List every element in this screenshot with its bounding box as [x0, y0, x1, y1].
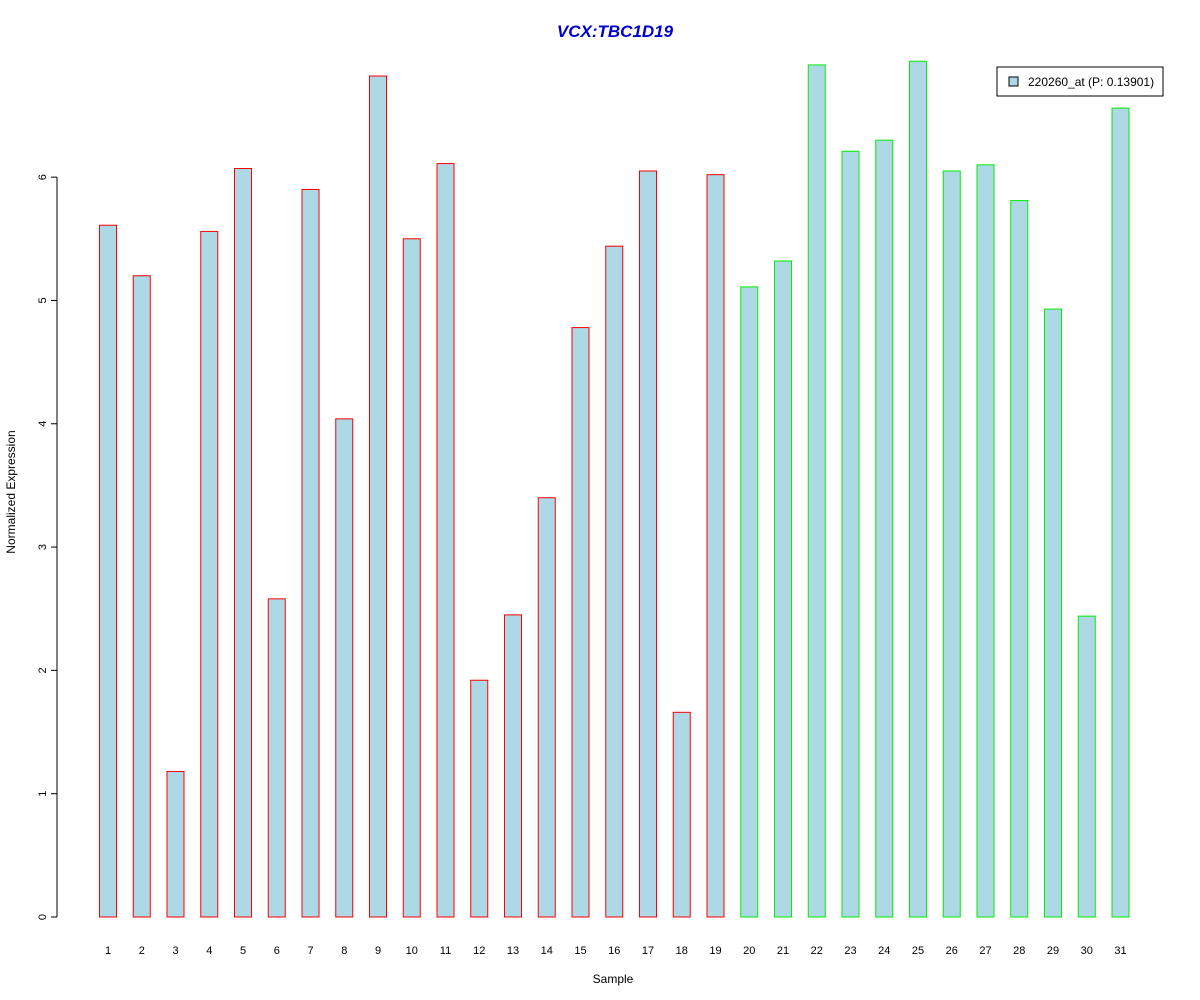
- bar-sample-7: [301, 188, 320, 918]
- x-axis-tick-labels: 1 2 3 4 5 6 7 8 9 10 11 12 13 14 15 16 17 18 19 20 21 22 23 24 2…: [105, 945, 1127, 957]
- legend: 220260_at (P: 0.13901): [996, 66, 1164, 97]
- bar-sample-10: [402, 238, 421, 918]
- x-axis-tick-label: 26: [946, 945, 958, 957]
- x-axis-tick-label: 23: [844, 945, 856, 957]
- y-axis-tick-label: 5: [37, 297, 49, 303]
- bar-sample-21: [774, 260, 792, 918]
- x-axis-tick-label: 16: [608, 945, 620, 957]
- bar-sample-9: [369, 75, 387, 918]
- bar-sample-17: [639, 170, 657, 918]
- bar-sample-23: [841, 150, 860, 918]
- x-axis-tick-label: 12: [473, 945, 485, 957]
- x-axis-tick-label: 6: [274, 945, 280, 957]
- bar-sample-25: [909, 60, 927, 918]
- bar-sample-12: [470, 679, 489, 918]
- x-axis-tick-label: 1: [105, 945, 111, 957]
- bar-sample-20: [740, 286, 759, 918]
- x-axis-tick-label: 5: [240, 945, 246, 957]
- bar-sample-30: [1077, 615, 1096, 918]
- bar-sample-31: [1111, 107, 1130, 918]
- x-axis-tick-label: 3: [172, 945, 178, 957]
- bar-sample-3: [166, 770, 185, 918]
- bar-sample-8: [335, 418, 354, 918]
- x-axis-tick-label: 9: [375, 945, 381, 957]
- x-axis-tick-label: 13: [507, 945, 519, 957]
- x-axis-tick-label: 2: [139, 945, 145, 957]
- x-axis-tick-label: 21: [777, 945, 789, 957]
- y-axis-tick-label: 2: [37, 667, 49, 673]
- x-axis-tick-label: 20: [743, 945, 755, 957]
- y-axis-tick-label: 6: [37, 174, 49, 180]
- bar-sample-15: [571, 327, 590, 918]
- bar-sample-11: [436, 163, 455, 918]
- bar-sample-22: [807, 64, 826, 918]
- y-axis-tick-label: 3: [37, 544, 49, 550]
- x-axis-tick-label: 18: [676, 945, 688, 957]
- x-axis-tick-label: 25: [912, 945, 924, 957]
- x-axis-tick-label: 4: [206, 945, 212, 957]
- bar-sample-18: [672, 711, 691, 918]
- bar-sample-24: [875, 139, 894, 918]
- bar-sample-1: [99, 224, 117, 918]
- bars-group: [99, 60, 1130, 918]
- bar-sample-16: [605, 245, 624, 918]
- bar-sample-6: [267, 598, 286, 918]
- bar-sample-26: [942, 170, 961, 918]
- x-axis-tick-label: 31: [1114, 945, 1126, 957]
- bar-sample-5: [234, 168, 252, 918]
- y-axis-tick-label: 4: [37, 421, 49, 427]
- x-axis-tick-label: 22: [811, 945, 823, 957]
- bar-sample-27: [976, 164, 995, 918]
- x-axis-tick-label: 10: [406, 945, 418, 957]
- x-axis-tick-label: 28: [1013, 945, 1025, 957]
- bar-sample-19: [706, 174, 725, 918]
- legend-box: [996, 66, 1164, 97]
- bar-sample-4: [200, 230, 219, 918]
- chart-title: VCX:TBC1D19: [557, 22, 674, 41]
- x-axis-label: Sample: [593, 972, 634, 986]
- x-axis-tick-label: 29: [1047, 945, 1059, 957]
- x-axis-tick-label: 15: [574, 945, 586, 957]
- x-axis-tick-label: 24: [878, 945, 890, 957]
- x-axis-tick-label: 19: [709, 945, 721, 957]
- x-axis-tick-label: 14: [541, 945, 553, 957]
- x-axis-tick-label: 30: [1081, 945, 1093, 957]
- bar-sample-29: [1044, 308, 1062, 918]
- y-axis: 0 1 2 3 4 5 6: [37, 174, 58, 920]
- x-axis-tick-label: 27: [979, 945, 991, 957]
- bar-sample-2: [132, 275, 151, 918]
- x-axis-tick-label: 7: [307, 945, 313, 957]
- bar-sample-28: [1010, 200, 1029, 918]
- x-axis-tick-label: 8: [341, 945, 347, 957]
- legend-label: 220260_at (P: 0.13901): [1028, 75, 1154, 89]
- y-axis-tick-label: 0: [37, 914, 49, 920]
- y-axis-label: Normalized Expression: [4, 430, 18, 553]
- bar-sample-13: [504, 614, 522, 918]
- y-axis-tick-label: 1: [37, 791, 49, 797]
- legend-swatch: [1008, 76, 1019, 87]
- x-axis-tick-label: 17: [642, 945, 654, 957]
- bar-sample-14: [537, 497, 556, 918]
- x-axis-tick-label: 11: [440, 945, 451, 957]
